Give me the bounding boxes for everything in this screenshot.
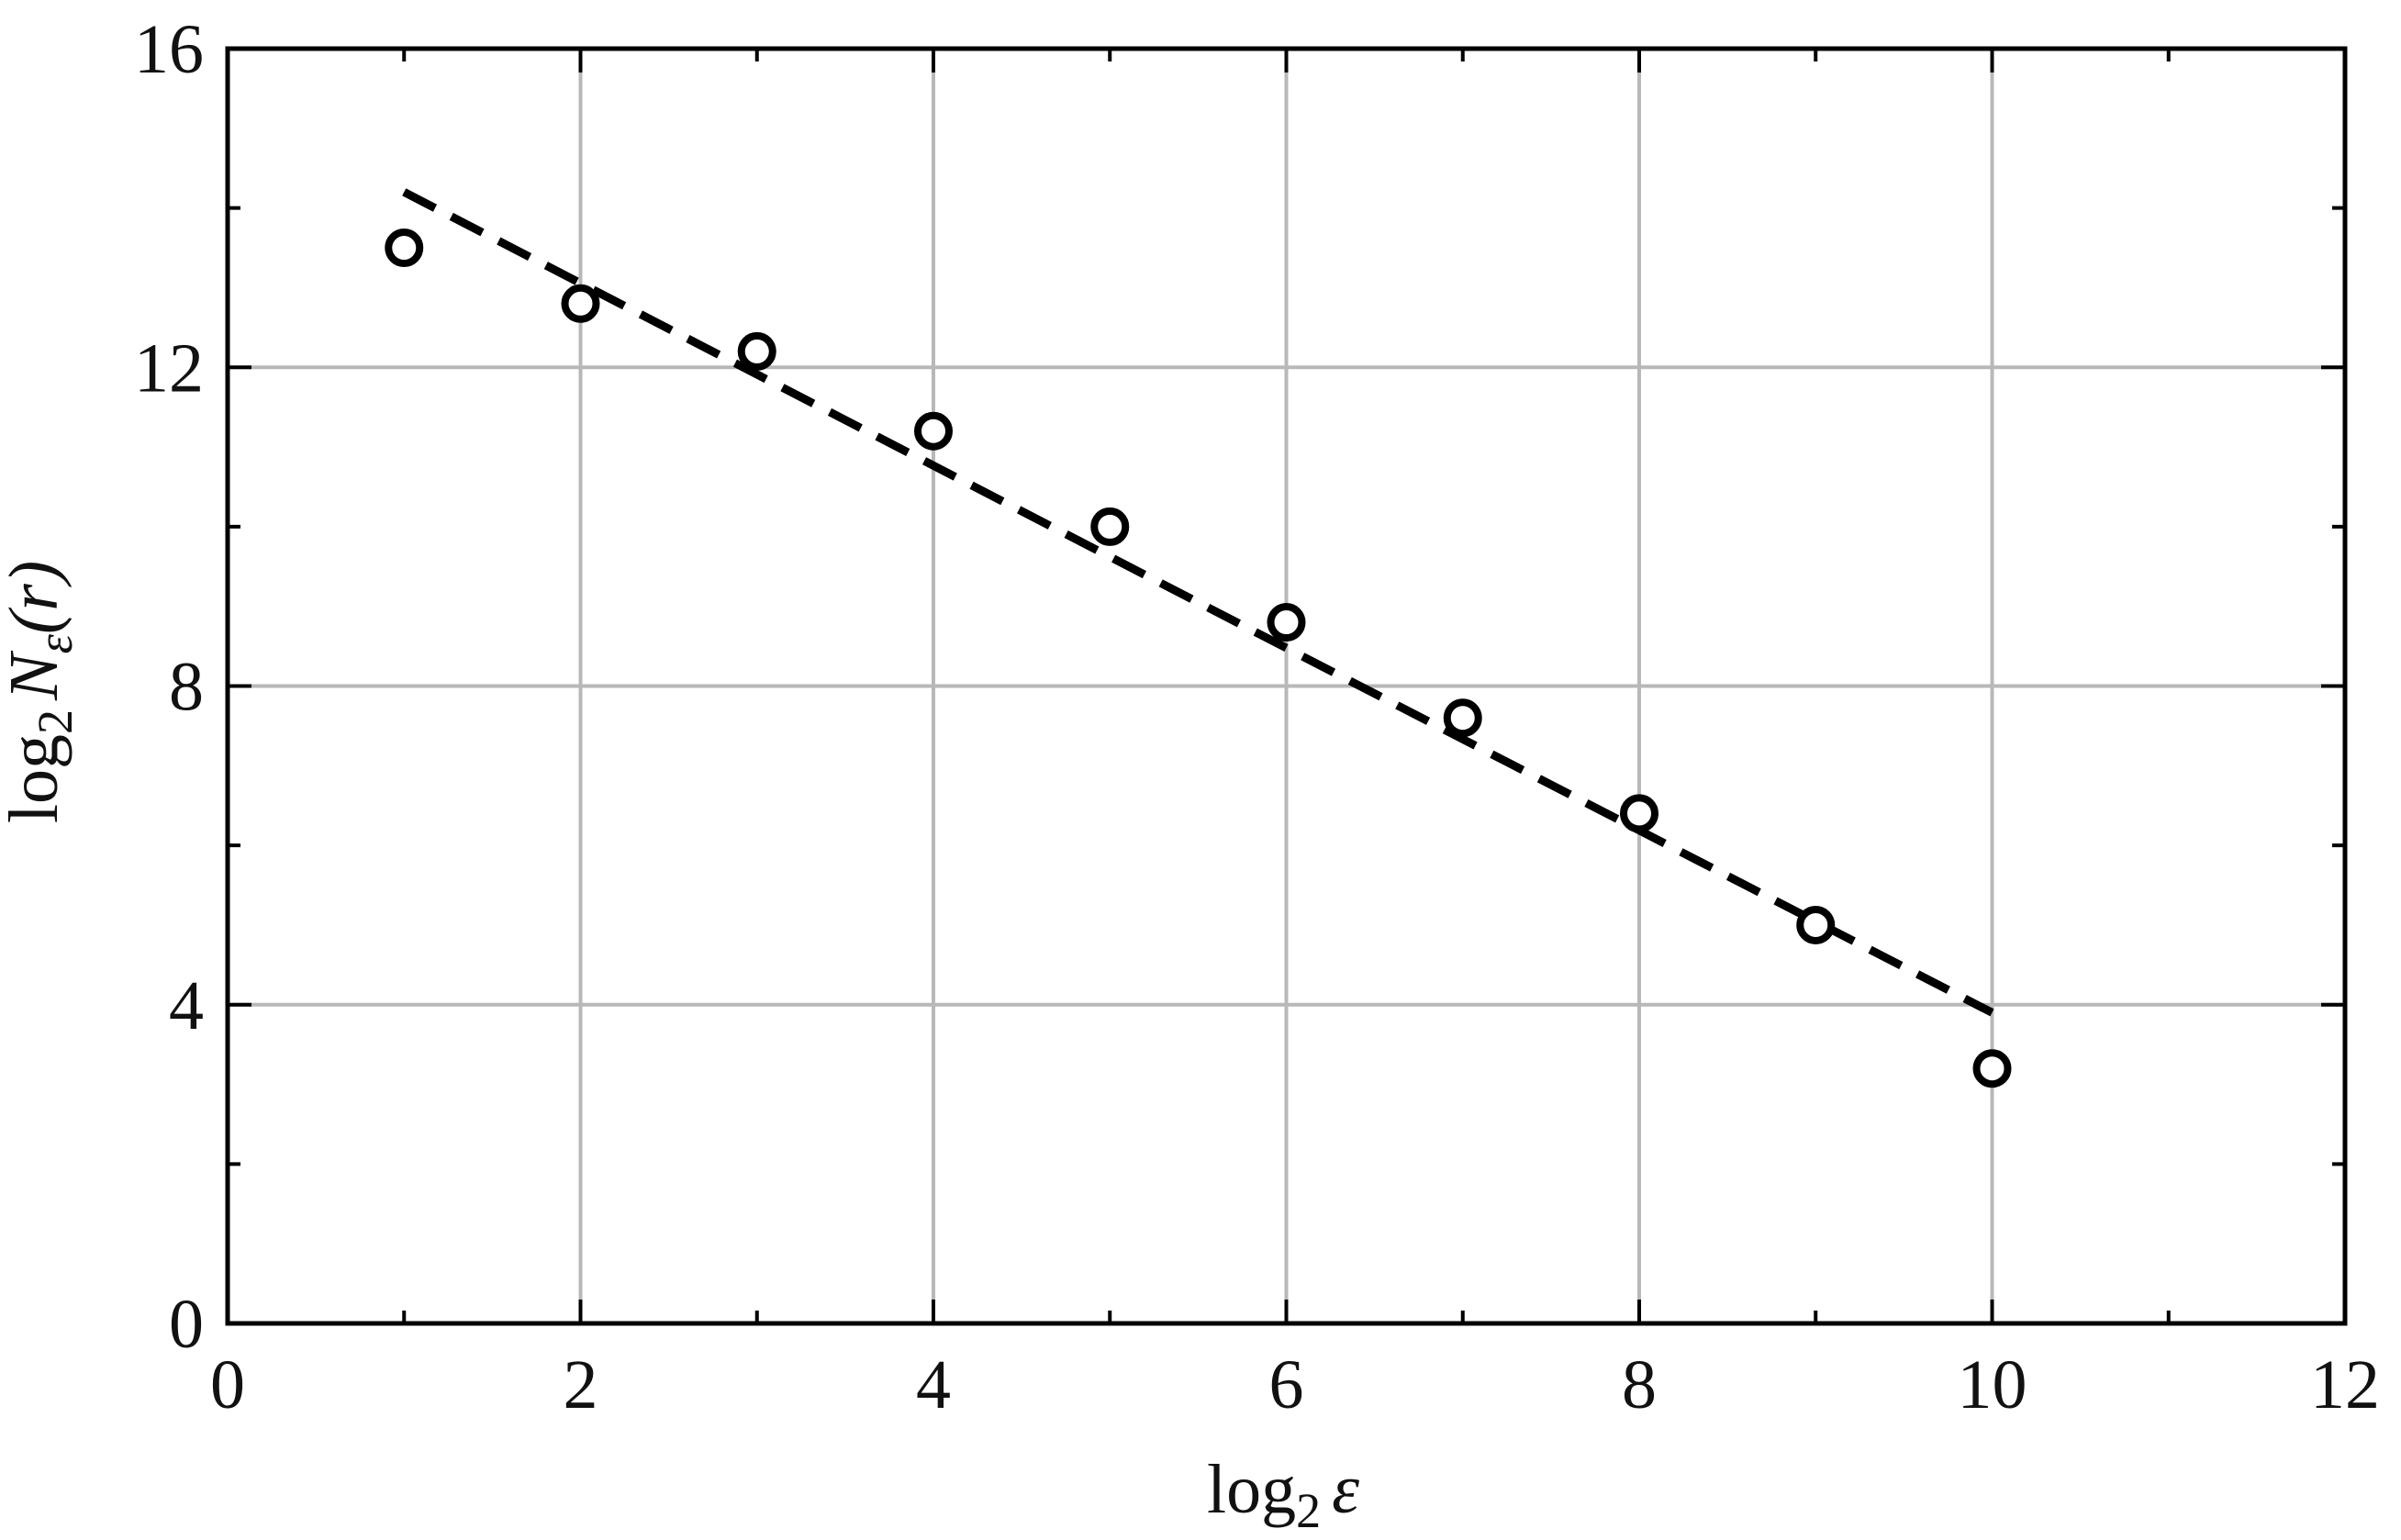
- y-axis-label-varsub: ε: [28, 633, 83, 653]
- data-point: [385, 229, 424, 268]
- data-point: [1796, 905, 1836, 944]
- y-tick-label: 4: [169, 967, 204, 1044]
- data-point: [1267, 603, 1306, 642]
- x-tick-label: 2: [564, 1346, 598, 1423]
- data-point: [914, 411, 953, 451]
- y-axis-label-var: N: [0, 650, 73, 701]
- x-tick-label: 0: [210, 1346, 245, 1423]
- x-tick-label: 8: [1622, 1346, 1657, 1423]
- data-point: [1443, 698, 1482, 738]
- data-point: [737, 331, 776, 371]
- y-axis-label: log2 Nε(r): [0, 561, 83, 823]
- data-point: [1620, 794, 1658, 833]
- y-axis-label-sub: 2: [28, 709, 83, 734]
- y-tick-label: 16: [134, 11, 204, 88]
- data-point: [561, 284, 600, 323]
- data-point: [1090, 507, 1130, 546]
- x-tick-labels: 0 2 4 6 8 10 12: [210, 1346, 2380, 1423]
- data-point: [1972, 1049, 2012, 1088]
- y-tick-label: 8: [169, 649, 204, 726]
- fit-line-layer: [402, 188, 1994, 1017]
- y-axis-label-main: log: [0, 734, 73, 823]
- y-tick-label: 12: [134, 329, 204, 407]
- grid-lines: [228, 49, 2345, 1323]
- ticks: [226, 47, 2347, 1325]
- x-axis-label: log2 ε: [1207, 1451, 1359, 1538]
- x-axis-label-main: log: [1207, 1451, 1296, 1528]
- data-points-layer: [385, 229, 2012, 1088]
- x-tick-label: 4: [916, 1346, 951, 1423]
- x-tick-label: 10: [1958, 1346, 2027, 1423]
- y-tick-label: 0: [169, 1286, 204, 1363]
- x-axis-label-var: ε: [1332, 1451, 1359, 1528]
- x-axis-label-sub: 2: [1296, 1483, 1321, 1538]
- y-axis-label-tail: (r): [0, 561, 73, 634]
- fit-line: [402, 188, 1994, 1017]
- x-tick-label: 6: [1269, 1346, 1304, 1423]
- y-tick-labels: 0 4 8 12 16: [134, 11, 204, 1363]
- x-tick-label: 12: [2310, 1346, 2380, 1423]
